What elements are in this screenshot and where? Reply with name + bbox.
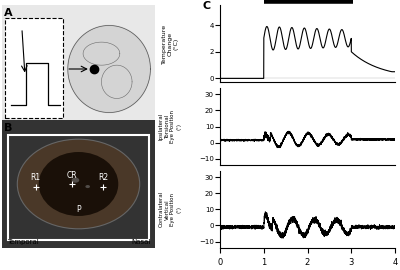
X-axis label: Time (min): Time (min) — [281, 269, 334, 270]
Text: Ipsilateral
Torsional
Eye Position
(°): Ipsilateral Torsional Eye Position (°) — [159, 110, 181, 143]
Text: Contralateral
Vertical
Eye Position
(°): Contralateral Vertical Eye Position (°) — [159, 191, 181, 227]
Text: Nasal: Nasal — [131, 239, 150, 245]
Ellipse shape — [72, 178, 79, 183]
Text: CR: CR — [67, 171, 78, 180]
Ellipse shape — [85, 185, 90, 188]
Text: P: P — [76, 205, 81, 214]
Text: R1: R1 — [30, 173, 41, 182]
Text: R2: R2 — [98, 173, 108, 182]
Text: Temporal: Temporal — [6, 239, 38, 245]
Text: Temperature
Change
(°C): Temperature Change (°C) — [162, 24, 178, 64]
Polygon shape — [68, 25, 150, 113]
Ellipse shape — [39, 152, 118, 216]
Ellipse shape — [17, 139, 140, 229]
Text: C: C — [202, 1, 211, 11]
FancyBboxPatch shape — [5, 18, 63, 118]
Text: A: A — [4, 8, 12, 18]
Text: B: B — [4, 123, 12, 133]
